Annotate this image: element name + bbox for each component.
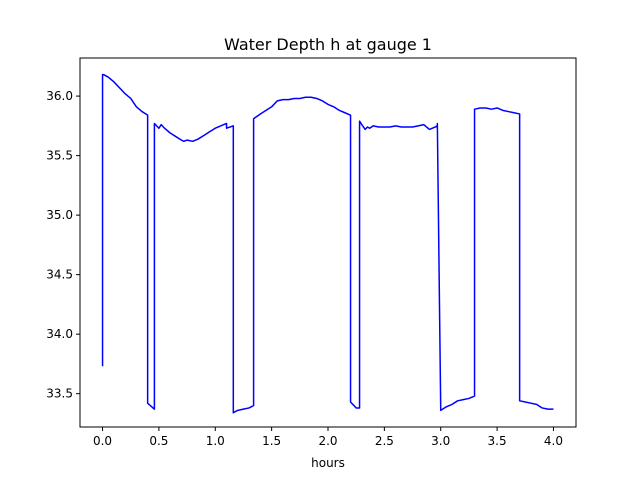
x-tick-label: 2.5 bbox=[375, 434, 394, 448]
y-tick-label: 35.0 bbox=[46, 208, 73, 222]
chart-title: Water Depth h at gauge 1 bbox=[224, 35, 432, 54]
x-tick-label: 3.0 bbox=[431, 434, 450, 448]
axes-frame bbox=[79, 57, 577, 428]
y-tick-label: 34.5 bbox=[46, 268, 73, 282]
y-tick-label: 33.5 bbox=[46, 387, 73, 401]
x-tick-label: 2.0 bbox=[318, 434, 337, 448]
y-tick-label: 36.0 bbox=[46, 89, 73, 103]
x-tick-label: 0.0 bbox=[93, 434, 112, 448]
x-tick-label: 0.5 bbox=[149, 434, 168, 448]
y-tick-label: 34.0 bbox=[46, 327, 73, 341]
x-axis-ticks: 0.0 0.5 1.0 1.5 2.0 2.5 3.0 3.5 4.0 bbox=[93, 427, 563, 448]
x-tick-label: 4.0 bbox=[544, 434, 563, 448]
plot-area bbox=[101, 73, 554, 414]
x-axis-label: hours bbox=[311, 456, 345, 470]
series-line-1 bbox=[101, 73, 554, 414]
y-tick-label: 35.5 bbox=[46, 149, 73, 163]
x-tick-label: 1.0 bbox=[206, 434, 225, 448]
x-tick-label: 3.5 bbox=[488, 434, 507, 448]
x-tick-label: 1.5 bbox=[262, 434, 281, 448]
y-axis-ticks: 33.5 34.0 34.5 35.0 35.5 36.0 bbox=[46, 89, 80, 401]
